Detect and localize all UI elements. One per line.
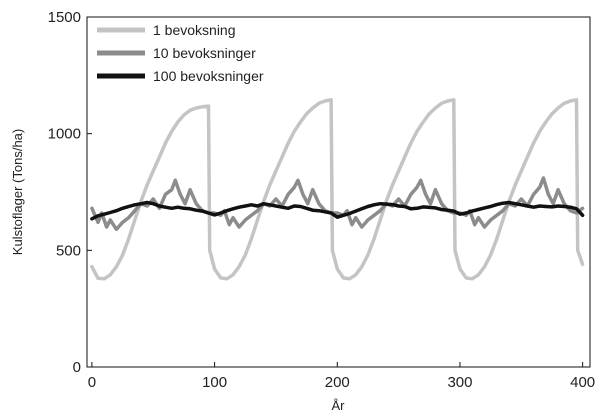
- x-tick-label: 200: [325, 374, 350, 391]
- series-line-10-bevoksninger: [90, 176, 585, 232]
- x-tick-label: 400: [570, 374, 595, 391]
- y-tick-label: 500: [56, 242, 81, 259]
- series-line-1-bevoksning: [90, 98, 585, 281]
- x-tick-label: 100: [202, 374, 227, 391]
- y-axis-label: Kulstoflager (Tons/ha): [10, 129, 25, 255]
- series-line-100-bevoksninger: [90, 200, 585, 221]
- series-lines: [90, 98, 585, 281]
- plot-frame: [86, 16, 591, 368]
- y-tick-label: 0: [73, 359, 81, 376]
- x-tick-label: 0: [88, 374, 96, 391]
- legend-label-100-bevoksninger: 100 bevoksninger: [153, 68, 264, 84]
- legend-label-10-bevoksninger: 10 bevoksninger: [153, 45, 256, 61]
- legend-label-1-bevoksning: 1 bevoksning: [153, 22, 236, 38]
- axis-ticks: 0 100 200 300 400 0 500 1000 1500: [48, 9, 595, 391]
- x-tick-label: 300: [447, 374, 472, 391]
- y-tick-label: 1500: [48, 9, 81, 26]
- legend: 1 bevoksning 10 bevoksninger 100 bevoksn…: [97, 22, 264, 84]
- y-tick-label: 1000: [48, 126, 81, 143]
- x-axis-label: År: [332, 398, 346, 413]
